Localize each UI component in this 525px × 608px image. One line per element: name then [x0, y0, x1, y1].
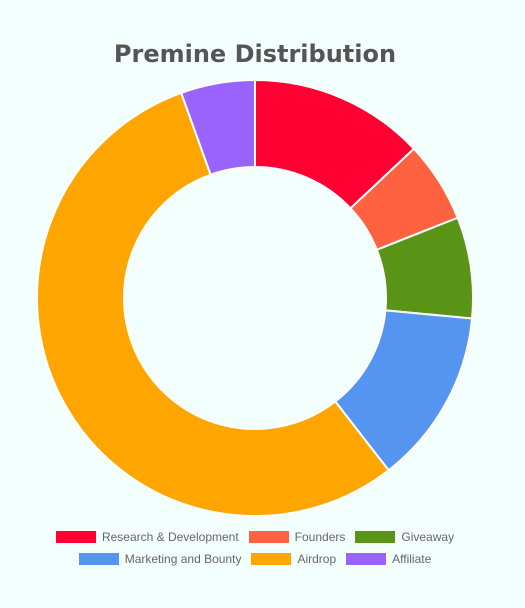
slice-affiliate[interactable] [179, 78, 256, 177]
legend-swatch [248, 531, 289, 543]
legend-item-marketing-and-bounty[interactable]: Marketing and Bounty [78, 552, 242, 566]
legend-row: Research & Development Founders Giveaway [0, 526, 510, 548]
legend-swatch [78, 553, 119, 565]
legend-item-airdrop[interactable]: Airdrop [251, 552, 336, 566]
legend-item-founders[interactable]: Founders [248, 530, 346, 544]
legend-swatch [251, 553, 292, 565]
legend-label: Giveaway [401, 530, 455, 544]
slice-airdrop[interactable] [36, 91, 391, 517]
legend-label: Airdrop [297, 552, 337, 566]
legend-swatch [355, 531, 396, 543]
legend-item-affiliate[interactable]: Affiliate [346, 552, 431, 566]
legend-item-research-development[interactable]: Research & Development [55, 530, 239, 544]
chart-legend: Research & Development Founders Giveaway Ma… [0, 526, 510, 570]
legend-label: Affiliate [392, 552, 432, 566]
legend-label: Founders [294, 530, 346, 544]
legend-swatch [55, 531, 96, 543]
legend-row: Marketing and Bounty Airdrop Affiliate [0, 548, 510, 570]
legend-swatch [346, 553, 387, 565]
legend-item-giveaway[interactable]: Giveaway [355, 530, 454, 544]
legend-label: Research & Development [101, 530, 239, 544]
chart-title: Premine Distribution [113, 40, 397, 68]
legend-label: Marketing and Bounty [124, 552, 242, 566]
